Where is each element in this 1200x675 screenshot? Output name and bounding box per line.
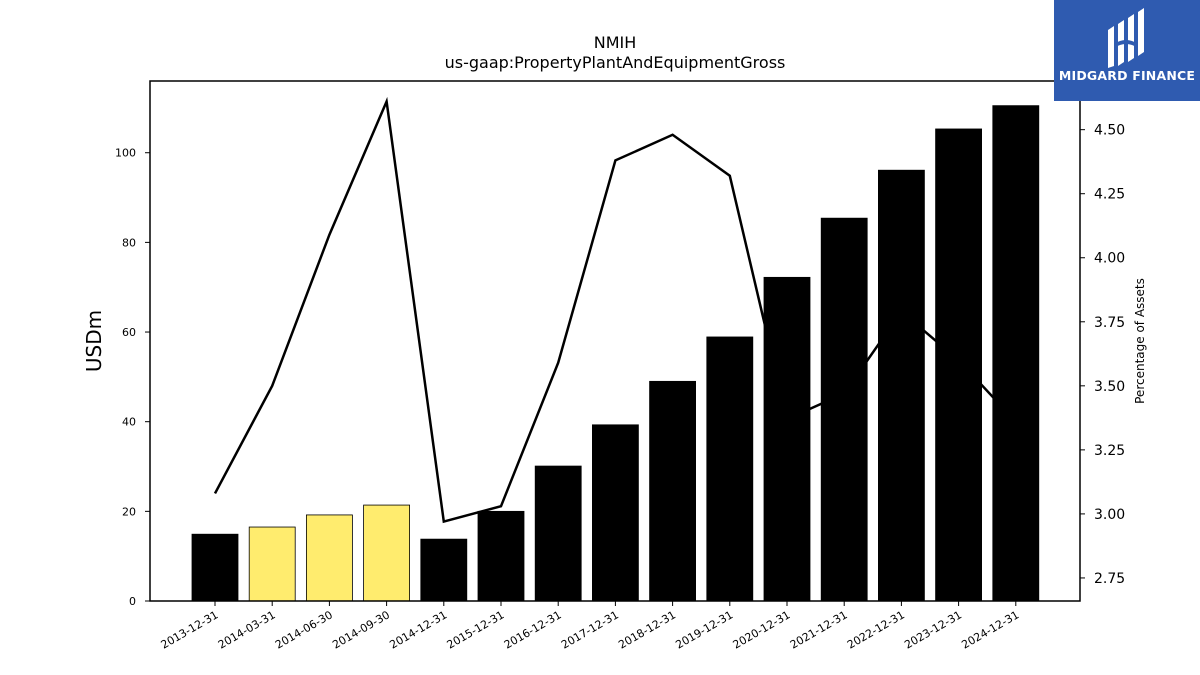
x-tick-label: 2015-12-31: [445, 608, 507, 651]
bar: [477, 510, 525, 602]
y2-axis-label: Percentage of Assets: [1133, 278, 1147, 404]
bar: [935, 128, 982, 602]
y-tick-label: 80: [122, 236, 136, 249]
y-tick-label: 100: [115, 147, 136, 160]
x-tick-label: 2023-12-31: [902, 608, 964, 651]
x-axis: 2013-12-312014-03-312014-06-302014-09-30…: [159, 601, 1021, 652]
y2-tick-label: 3.50: [1094, 379, 1125, 395]
y2-tick-label: 4.00: [1094, 251, 1125, 267]
x-tick-label: 2014-06-30: [273, 608, 335, 651]
y-tick-label: 40: [122, 416, 136, 429]
y2-tick-label: 4.25: [1094, 187, 1125, 203]
x-tick-label: 2018-12-31: [616, 608, 678, 651]
x-tick-label: 2014-03-31: [216, 608, 278, 651]
line-group: [213, 96, 1017, 524]
bar: [363, 504, 411, 602]
y-axis-left: 0 20 40 60 80 100: [115, 147, 150, 608]
x-tick-label: 2024-12-31: [959, 608, 1021, 651]
y-axis-right: 2.75 3.00 3.25 3.50 3.75 4.00 4.25 4.50: [1080, 123, 1125, 587]
bar: [992, 105, 1040, 602]
x-tick-label: 2022-12-31: [845, 608, 907, 651]
y2-tick-label: 2.75: [1094, 571, 1125, 587]
line-series: [213, 96, 1017, 524]
brand-logo: MIDGARD FINANCE: [1054, 0, 1200, 101]
x-tick-label: 2016-12-31: [502, 608, 564, 651]
bar: [191, 533, 239, 602]
x-tick-label: 2013-12-31: [159, 608, 221, 651]
logo-mark-icon: [1108, 8, 1144, 68]
bar: [592, 424, 639, 602]
x-tick-label: 2019-12-31: [673, 608, 735, 651]
bar: [305, 514, 353, 602]
bars-group: [191, 105, 1040, 602]
logo-text: MIDGARD FINANCE: [1058, 68, 1196, 83]
y2-tick-label: 3.75: [1094, 315, 1125, 331]
bar: [534, 465, 582, 602]
x-tick-label: 2014-09-30: [330, 608, 392, 651]
bar: [706, 336, 754, 602]
x-tick-label: 2017-12-31: [559, 608, 621, 651]
y2-tick-label: 4.50: [1094, 123, 1125, 139]
bar: [420, 538, 468, 602]
y2-tick-label: 3.00: [1094, 507, 1125, 523]
chart-title: NMIH: [594, 33, 637, 52]
bar: [248, 526, 296, 602]
x-tick-label: 2014-12-31: [387, 608, 449, 651]
y2-tick-label: 3.25: [1094, 443, 1125, 459]
y-tick-label: 20: [122, 505, 136, 518]
bar: [649, 380, 696, 602]
x-tick-label: 2020-12-31: [731, 608, 793, 651]
chart-subtitle: us-gaap:PropertyPlantAndEquipmentGross: [445, 53, 786, 72]
y-tick-label: 60: [122, 326, 136, 339]
y-axis-label: USDm: [82, 310, 106, 372]
x-tick-label: 2021-12-31: [788, 608, 850, 651]
bar: [878, 169, 925, 602]
y-tick-label: 0: [129, 595, 136, 608]
bar: [820, 217, 868, 602]
bar: [763, 276, 811, 602]
